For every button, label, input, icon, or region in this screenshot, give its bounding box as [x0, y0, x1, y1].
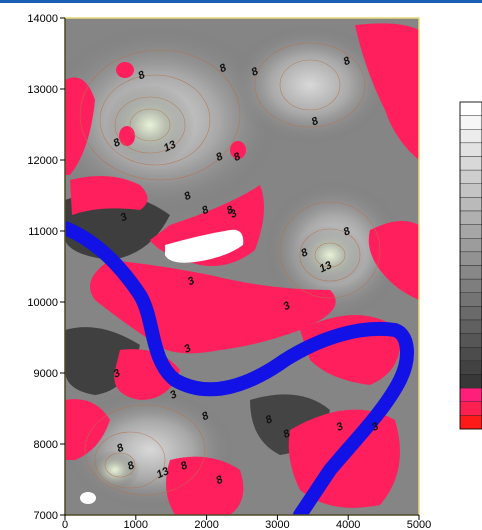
contour-value-label: 3 [119, 211, 130, 224]
contour-value-label: 8 [299, 246, 310, 260]
river [65, 221, 414, 515]
contour-value-label: 13 [318, 259, 334, 275]
legend-swatch [459, 210, 482, 225]
legend-swatch [459, 129, 482, 144]
contour-value-label: 3 [370, 420, 381, 433]
x-axis-ticks: 0 1000 2000 3000 4000 5000 [62, 515, 431, 530]
y-tick-label: 7000 [34, 510, 58, 522]
contour-value-label: 8 [342, 54, 353, 68]
x-tick-label: 2000 [194, 519, 218, 530]
contour-value-label: 8 [126, 459, 137, 473]
contour-value-label: 3 [182, 342, 193, 355]
legend-swatch [459, 278, 482, 293]
legend-swatch [459, 374, 482, 389]
low-region-red [65, 77, 95, 175]
y-tick-label: 10000 [27, 297, 58, 309]
legend-swatch [459, 347, 482, 362]
low-region-red [230, 141, 246, 159]
y-tick-label: 8000 [34, 439, 58, 451]
contour-value-label: 3 [168, 388, 179, 401]
low-region-red [70, 176, 148, 215]
x-tick-label: 3000 [265, 519, 289, 530]
legend-swatch [459, 197, 482, 212]
blank-region [80, 492, 96, 504]
x-tick-label: 4000 [336, 519, 360, 530]
legend-swatch [459, 306, 482, 321]
contour-value-label: 8 [225, 203, 236, 217]
y-tick-label: 14000 [27, 13, 58, 25]
y-tick-label: 11000 [28, 226, 58, 238]
low-region-red [368, 221, 419, 300]
legend-swatch [459, 142, 482, 157]
contour-value-label: 13 [162, 139, 178, 155]
contour-value-label: 8 [115, 441, 126, 455]
contour-value-label: 8 [136, 69, 147, 83]
y-tick-label: 13000 [27, 84, 58, 96]
low-region-red [65, 399, 110, 460]
contour-value-label: 13 [155, 465, 171, 481]
legend-swatch [459, 319, 482, 334]
legend-swatch [459, 387, 482, 402]
y-tick-label: 9000 [34, 368, 58, 380]
color-scale-legend [459, 101, 482, 430]
contour-value-label: 3 [112, 367, 123, 380]
contour-value-label: 8 [200, 409, 211, 423]
legend-swatch [459, 401, 482, 416]
legend-swatch [459, 115, 482, 130]
y-axis-ticks: 7000 8000 9000 10000 11000 12000 13000 14000 [27, 13, 65, 522]
hill-peak [90, 450, 140, 490]
legend-swatch [459, 101, 482, 116]
hill-peak [295, 225, 365, 285]
hill-region [230, 25, 390, 145]
low-region-red [355, 23, 419, 161]
x-tick-label: 1000 [124, 519, 148, 530]
legend-swatch [459, 183, 482, 198]
legend-swatch [459, 360, 482, 375]
x-tick-label: 0 [62, 519, 68, 530]
contour-value-label: 3 [228, 207, 239, 220]
contour-value-label: 8 [264, 413, 275, 427]
legend-swatch [459, 156, 482, 171]
legend-swatch [459, 265, 482, 280]
contour-value-label: 8 [218, 61, 229, 75]
legend-swatch [459, 238, 482, 253]
legend-swatch [459, 251, 482, 266]
contour-value-label: 8 [112, 136, 123, 150]
legend-swatch [459, 169, 482, 184]
blank-region [165, 229, 244, 263]
contour-lines [79, 42, 381, 496]
contour-value-label: 8 [310, 115, 321, 129]
contour-value-label: 8 [200, 203, 211, 217]
low-region-red [119, 126, 135, 146]
contour-value-label: 8 [342, 225, 353, 239]
legend-swatch [459, 224, 482, 239]
x-tick-label: 5000 [407, 519, 431, 530]
legend-swatch [459, 292, 482, 307]
contour-value-label: 3 [186, 275, 197, 288]
contour-value-label: 8 [182, 189, 193, 203]
contour-value-label: 3 [335, 420, 346, 433]
contour-value-label: 8 [179, 459, 190, 473]
legend-frame [459, 101, 482, 430]
contour-value-label: 8 [250, 65, 261, 79]
contour-value-label: 3 [281, 300, 292, 313]
contour-value-label: 8 [214, 473, 225, 487]
low-region-red [116, 62, 134, 78]
contour-value-label: 8 [214, 150, 225, 164]
contour-value-label: 8 [281, 427, 292, 441]
legend-swatch [459, 415, 482, 430]
y-tick-label: 12000 [27, 155, 58, 167]
contour-value-label: 8 [232, 150, 243, 164]
legend-swatch [459, 333, 482, 348]
low-region-red [166, 456, 244, 515]
